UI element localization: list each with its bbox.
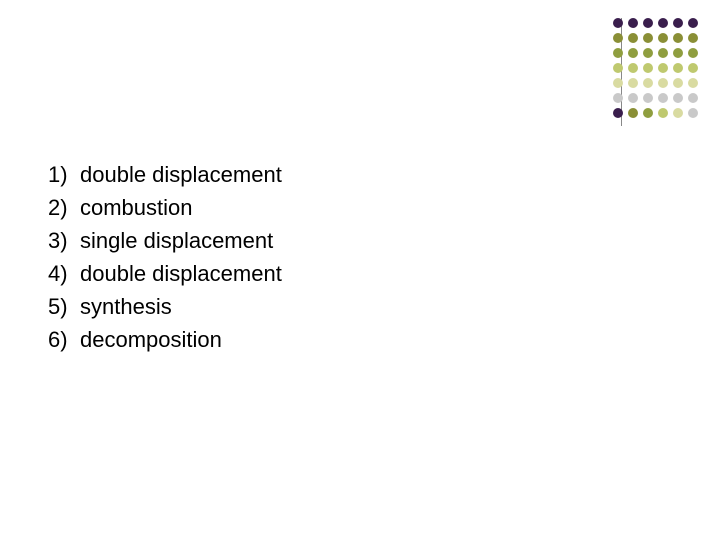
dot-icon xyxy=(673,108,683,118)
dot-icon xyxy=(658,18,668,28)
dot-icon xyxy=(688,63,698,73)
dot-row xyxy=(613,48,698,58)
list-text: single displacement xyxy=(80,224,273,257)
dot-row xyxy=(613,33,698,43)
dot-row xyxy=(613,108,698,118)
dot-icon xyxy=(643,33,653,43)
decorative-dot-grid xyxy=(613,18,698,123)
dot-icon xyxy=(613,78,623,88)
dot-icon xyxy=(613,48,623,58)
dot-icon xyxy=(658,78,668,88)
dot-icon xyxy=(673,33,683,43)
dot-icon xyxy=(628,93,638,103)
dot-icon xyxy=(628,48,638,58)
dot-icon xyxy=(643,93,653,103)
list-text: double displacement xyxy=(80,257,282,290)
dot-icon xyxy=(628,108,638,118)
dot-icon xyxy=(673,93,683,103)
dot-icon xyxy=(628,18,638,28)
dot-icon xyxy=(613,108,623,118)
dot-icon xyxy=(688,93,698,103)
dot-icon xyxy=(628,63,638,73)
answer-list: 1) double displacement 2) combustion 3) … xyxy=(48,158,282,356)
list-text: combustion xyxy=(80,191,193,224)
dot-icon xyxy=(688,18,698,28)
list-number: 6) xyxy=(48,323,80,356)
dot-icon xyxy=(613,63,623,73)
list-item: 2) combustion xyxy=(48,191,282,224)
dot-icon xyxy=(673,63,683,73)
dot-icon xyxy=(673,18,683,28)
list-number: 1) xyxy=(48,158,80,191)
dot-icon xyxy=(658,63,668,73)
list-number: 4) xyxy=(48,257,80,290)
dot-icon xyxy=(658,48,668,58)
dot-icon xyxy=(658,93,668,103)
dot-icon xyxy=(688,108,698,118)
dot-icon xyxy=(613,33,623,43)
list-text: double displacement xyxy=(80,158,282,191)
dot-icon xyxy=(658,108,668,118)
dot-row xyxy=(613,78,698,88)
dot-icon xyxy=(643,48,653,58)
dot-icon xyxy=(628,78,638,88)
list-item: 3) single displacement xyxy=(48,224,282,257)
list-number: 5) xyxy=(48,290,80,323)
dot-row xyxy=(613,18,698,28)
dot-icon xyxy=(688,33,698,43)
dot-icon xyxy=(613,18,623,28)
list-item: 1) double displacement xyxy=(48,158,282,191)
dot-icon xyxy=(688,48,698,58)
list-number: 2) xyxy=(48,191,80,224)
dot-icon xyxy=(643,78,653,88)
dot-row xyxy=(613,93,698,103)
list-number: 3) xyxy=(48,224,80,257)
list-text: decomposition xyxy=(80,323,222,356)
dot-icon xyxy=(643,108,653,118)
dot-icon xyxy=(628,33,638,43)
dot-icon xyxy=(643,63,653,73)
dot-icon xyxy=(673,78,683,88)
dot-icon xyxy=(673,48,683,58)
dot-icon xyxy=(643,18,653,28)
list-item: 6) decomposition xyxy=(48,323,282,356)
dot-icon xyxy=(688,78,698,88)
list-item: 4) double displacement xyxy=(48,257,282,290)
dot-icon xyxy=(613,93,623,103)
dot-icon xyxy=(658,33,668,43)
list-text: synthesis xyxy=(80,290,172,323)
dot-row xyxy=(613,63,698,73)
list-item: 5) synthesis xyxy=(48,290,282,323)
